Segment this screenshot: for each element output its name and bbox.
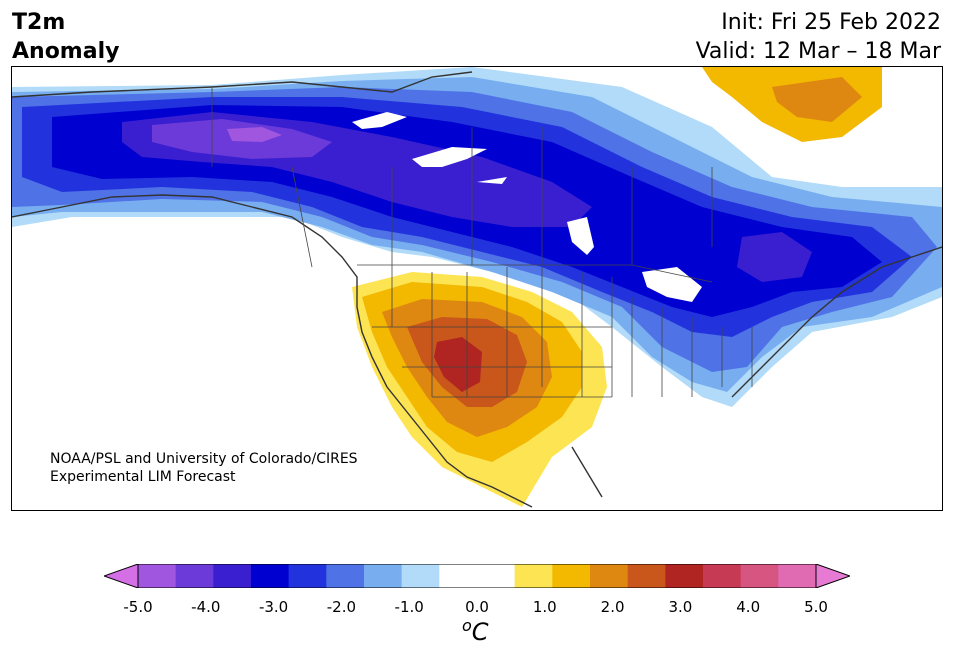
colorbar-cell [477,564,516,588]
colorbar-unit: oC [462,616,489,646]
colorbar-tick-label: 0.0 [465,598,489,616]
north-america-coastline [12,71,942,508]
colorbar-cell [364,564,403,588]
forecast-dates: Init: Fri 25 Feb 2022 Valid: 12 Mar – 18… [696,8,941,66]
colorbar-cell [175,564,214,588]
colorbar-tick-label: 5.0 [804,598,828,616]
colorbar-border [137,564,817,588]
colorbar [104,564,850,588]
valid-range: Valid: 12 Mar – 18 Mar [695,39,941,64]
credit-text: NOAA/PSL and University of Colorado/CIRE… [50,450,358,486]
colorbar-tick-label: -4.0 [191,598,221,616]
colorbar-cell [288,564,327,588]
great-slave-lake [352,112,407,129]
colorbar-cell [213,564,252,588]
colorbar-cell [590,564,629,588]
colorbar-tick-label: 3.0 [668,598,693,616]
colorbar-cells [104,564,850,588]
colorbar-cell [401,564,440,588]
colorbar-tick-label: 4.0 [736,598,761,616]
colorbar-tick-label: -5.0 [123,598,153,616]
colorbar-cell [138,564,177,588]
warm-core [434,337,482,392]
credit-line-2: Experimental LIM Forecast [50,469,236,485]
canada-borders [211,87,713,268]
colorbar-arrow-low [104,564,139,588]
great-lakes [642,267,702,302]
cold-hudson-core [737,232,812,282]
unit-degree: o [462,616,472,635]
colorbar-tick-label: 1.0 [532,598,557,616]
anomaly-map: NOAA/PSL and University of Colorado/CIRE… [11,66,943,511]
colorbar-tick-label: 2.0 [600,598,625,616]
init-date: Init: Fri 25 Feb 2022 [721,10,941,35]
title-line-2: Anomaly [12,39,120,64]
great-bear-lake [412,147,487,167]
colorbar-cell [514,564,553,588]
map-canvas [12,67,942,508]
colorbar-cell [627,564,666,588]
credit-line-1: NOAA/PSL and University of Colorado/CIRE… [50,451,358,467]
colorbar-tick-label: -3.0 [258,598,289,616]
athabasca-lake [477,177,507,184]
warm-greenland-core [772,77,862,122]
lake-winnipeg [567,217,594,255]
colorbar-cell [251,564,290,588]
colorbar-arrow-high [815,564,850,588]
colorbar-tick-label: -2.0 [326,598,357,616]
colorbar-cell [703,564,742,588]
colorbar-tick-label: -1.0 [394,598,424,616]
colorbar-cell [439,564,478,588]
cold-core [227,127,282,142]
colorbar-cell [326,564,365,588]
unit-letter: C [471,618,489,646]
colorbar-cell [665,564,704,588]
map-title: T2m Anomaly [12,8,119,66]
colorbar-cell [552,564,591,588]
title-line-1: T2m [12,10,66,35]
colorbar-cell [778,564,817,588]
colorbar-cell [740,564,779,588]
